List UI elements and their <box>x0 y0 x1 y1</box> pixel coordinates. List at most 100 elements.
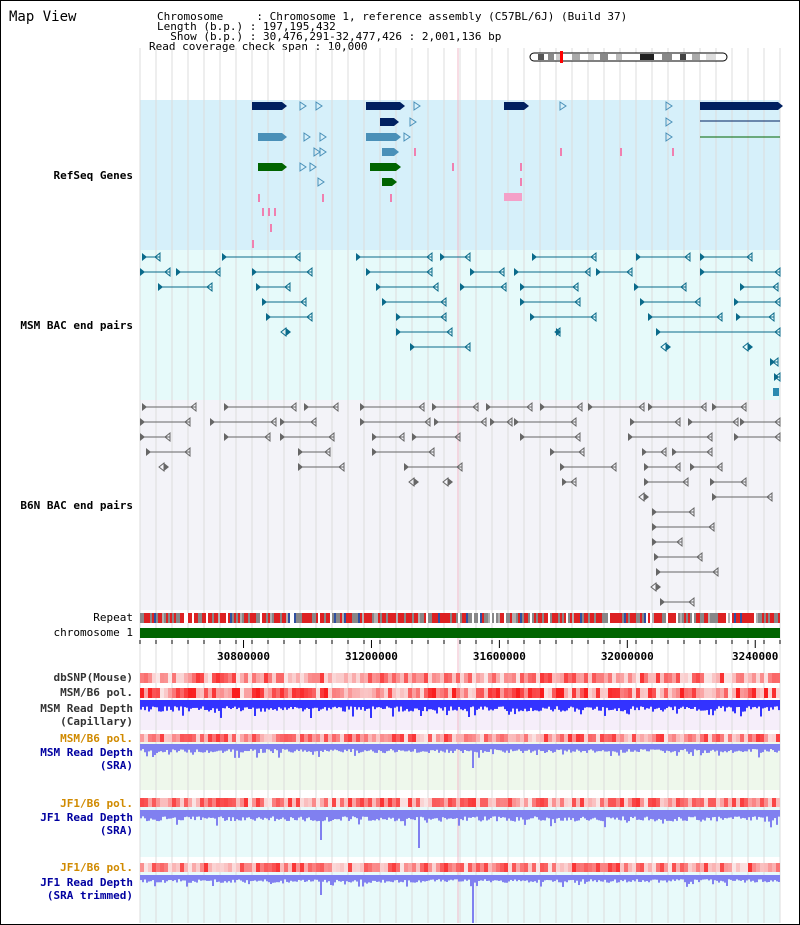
msm-depth-sra-bar <box>282 744 284 749</box>
msm-b6-pol-cell <box>596 688 600 698</box>
b6n-bac-pair-end <box>514 418 519 426</box>
jf1-depth-trim-bar <box>684 875 686 883</box>
msm-depth-sra-bar <box>446 744 448 750</box>
msm-b6-pol2-cell <box>288 734 292 742</box>
chromosome-ideogram[interactable] <box>529 51 728 63</box>
msm-b6-pol2-cell <box>224 734 228 742</box>
msm-depth-sra-bar <box>664 744 666 753</box>
jf1-b6-pol-cell <box>316 798 320 807</box>
repeat-cell <box>684 613 686 623</box>
repeat-cell <box>568 613 570 623</box>
repeat-cell <box>442 613 444 623</box>
msm-b6-pol-cell <box>308 688 312 698</box>
msm-depth-sra-bar <box>486 744 488 752</box>
repeat-cell <box>748 613 750 623</box>
msm-depth-cap-bar <box>358 700 360 708</box>
msm-depth-cap-bar <box>710 700 712 710</box>
msm-depth-sra-bar <box>478 744 480 758</box>
ideogram-band <box>548 54 554 60</box>
dbsnp-cell <box>644 673 648 683</box>
msm-depth-sra-bar <box>250 744 252 750</box>
msm-b6-pol-cell <box>188 688 192 698</box>
jf1-depth-sra-bar <box>142 810 144 817</box>
jf1-depth-sra-bar <box>522 810 524 820</box>
jf1-depth-sra-bar <box>654 810 656 822</box>
repeat-cell <box>348 613 350 623</box>
refseq-gene-features[interactable] <box>252 101 783 248</box>
msm-depth-sra-bar <box>338 744 340 752</box>
jf1-depth-sra-bar <box>318 810 320 821</box>
msm-depth-sra-bar <box>206 744 208 751</box>
b6n-bac-pair-end <box>506 416 513 428</box>
msm-depth-cap-bar <box>458 700 460 707</box>
msm-depth-cap-bar <box>640 700 642 707</box>
repeat-cell <box>378 613 380 623</box>
msm-b6-pol-cell <box>492 688 496 698</box>
repeat-cell <box>340 613 342 623</box>
jf1-depth-sra-bar <box>266 810 268 819</box>
msm-b6-pol2-cell <box>424 734 428 742</box>
jf1-depth-trim-bar <box>572 875 574 880</box>
jf1-depth-sra-bar <box>528 810 530 820</box>
jf1-b6-pol2-cell <box>628 863 632 872</box>
jf1-depth-sra-bar <box>632 810 634 819</box>
msm-depth-sra-bar <box>616 744 618 753</box>
jf1-depth-sra-bar <box>578 810 580 821</box>
jf1-b6-pol-cell <box>488 798 492 807</box>
jf1-b6-pol2-cell <box>560 863 564 872</box>
jf1-depth-sra-bar <box>506 810 508 821</box>
msm-b6-pol-cell <box>576 688 580 698</box>
jf1-depth-sra-bar <box>144 810 146 819</box>
jf1-depth-sra-bar <box>196 810 198 817</box>
repeat-cell <box>456 613 458 623</box>
jf1-depth-sra-bar <box>178 810 180 820</box>
msm-depth-sra-bar <box>166 744 168 751</box>
dbsnp-cell <box>324 673 328 683</box>
jf1-depth-sra-bar <box>744 810 746 819</box>
jf1-depth-sra-bar <box>278 810 280 820</box>
b6n-bac-pair-end <box>688 418 693 426</box>
msm-bac-features[interactable] <box>140 251 781 396</box>
b6n-bac-features[interactable] <box>140 401 781 608</box>
jf1-b6-pol2-cell <box>712 863 716 872</box>
msm-depth-cap-bar <box>466 700 468 712</box>
msm-depth-cap-bar <box>354 700 356 707</box>
jf1-b6-pol-cell <box>304 798 308 807</box>
jf1-depth-trim-bar <box>328 875 330 882</box>
msm-b6-pol-cell <box>352 688 356 698</box>
repeat-cell <box>186 613 188 623</box>
jf1-b6-pol-cell <box>648 798 652 807</box>
jf1-depth-trim-bar <box>500 875 502 881</box>
jf1-b6-pol2-cell <box>348 863 352 872</box>
b6n-bac-pair-end <box>578 446 585 458</box>
jf1-depth-trim-bar <box>626 875 628 883</box>
jf1-b6-pol-cell <box>660 798 664 807</box>
msm-depth-sra-bar <box>304 744 306 751</box>
msm-depth-cap-bar <box>250 700 252 710</box>
jf1-b6-pol-cell <box>192 798 196 807</box>
jf1-b6-pol-cell <box>188 798 192 807</box>
jf1-depth-trim-bar <box>358 875 360 887</box>
repeat-cell <box>278 613 280 623</box>
msm-depth-cap-bar <box>530 700 532 708</box>
msm-b6-pol-cell <box>532 688 536 698</box>
msm-depth-cap-bar <box>688 700 690 709</box>
jf1-depth-sra-bar <box>140 810 142 819</box>
repeat-cell <box>298 613 300 623</box>
jf1-b6-pol2-cell <box>152 863 156 872</box>
dbsnp-cell <box>480 673 484 683</box>
repeat-cell <box>642 613 644 623</box>
repeat-cell <box>240 613 242 623</box>
msm-b6-pol-cell <box>228 688 232 698</box>
msm-b6-pol2-cell <box>344 734 348 742</box>
msm-depth-sra-bar <box>544 744 546 753</box>
msm-depth-sra-bar <box>412 744 414 752</box>
msm-depth-cap-bar <box>502 700 504 707</box>
msm-b6-pol-cell <box>740 688 744 698</box>
repeat-cell <box>496 613 498 623</box>
msm-depth-cap-bar <box>184 700 186 708</box>
jf1-depth-sra-bar <box>526 810 528 820</box>
jf1-b6-pol2-cell <box>384 863 388 872</box>
dbsnp-cell <box>364 673 368 683</box>
